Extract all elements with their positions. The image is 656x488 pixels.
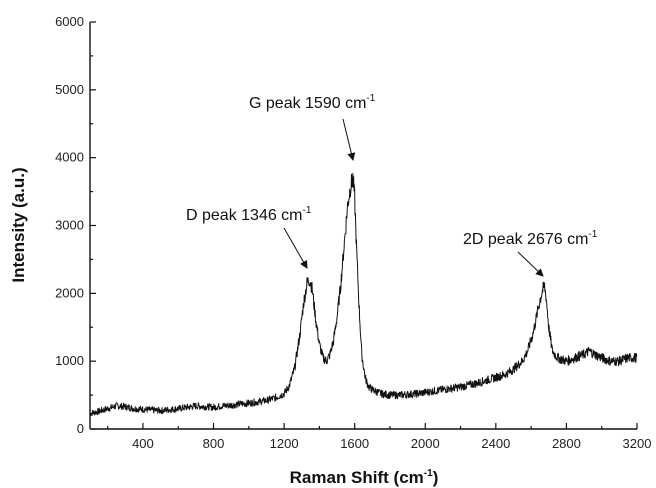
peak-annotation-text: G peak 1590 cm [249, 95, 366, 112]
x-tick-label: 3200 [623, 436, 652, 451]
y-tick-label: 1000 [55, 353, 84, 368]
peak-annotation-superscript: -1 [303, 205, 312, 216]
x-tick-label: 1200 [270, 436, 299, 451]
y-tick-label: 6000 [55, 14, 84, 29]
tick-marks: 0 1000 2000 3000 4000 5000 6000 400 800 1200 1600 2… [55, 14, 651, 451]
peak-annotation-superscript: -1 [366, 93, 375, 104]
y-tick-label: 0 [77, 421, 84, 436]
peak-annotation-arrow [283, 227, 308, 269]
y-tick-label: 3000 [55, 218, 84, 233]
x-tick-label: 2400 [481, 436, 510, 451]
x-tick-label: 800 [203, 436, 225, 451]
x-axis-title-main: Raman Shift (cm [290, 468, 424, 487]
peak-annotation-text: D peak 1346 cm [186, 207, 303, 224]
y-tick-label: 4000 [55, 150, 84, 165]
x-axis-title-superscript: -1 [424, 468, 433, 479]
peak-annotation-superscript: -1 [588, 229, 597, 240]
spectrum-line [89, 172, 638, 417]
x-axis-title-end: ) [433, 468, 439, 487]
x-tick-label: 1600 [340, 436, 369, 451]
x-axis-title: Raman Shift (cm-1) [290, 468, 439, 487]
peak-annotation-text: 2D peak 2676 cm [463, 231, 588, 248]
y-tick-label: 2000 [55, 285, 84, 300]
peak-annotations: G peak 1590 cm-1D peak 1346 cm-12D peak … [186, 93, 598, 277]
peak-annotation-arrow [342, 118, 356, 161]
peak-annotation-arrow [517, 251, 544, 277]
peak-annotation-label: D peak 1346 cm-1 [186, 205, 312, 224]
x-tick-label: 400 [132, 436, 154, 451]
x-tick-label: 2000 [411, 436, 440, 451]
y-axis-title: Intensity (a.u.) [9, 167, 28, 282]
peak-annotation-label: 2D peak 2676 cm-1 [463, 229, 598, 248]
y-tick-label: 5000 [55, 82, 84, 97]
series-layer [89, 172, 638, 417]
peak-annotation-label: G peak 1590 cm-1 [249, 93, 376, 112]
x-tick-label: 2800 [552, 436, 581, 451]
